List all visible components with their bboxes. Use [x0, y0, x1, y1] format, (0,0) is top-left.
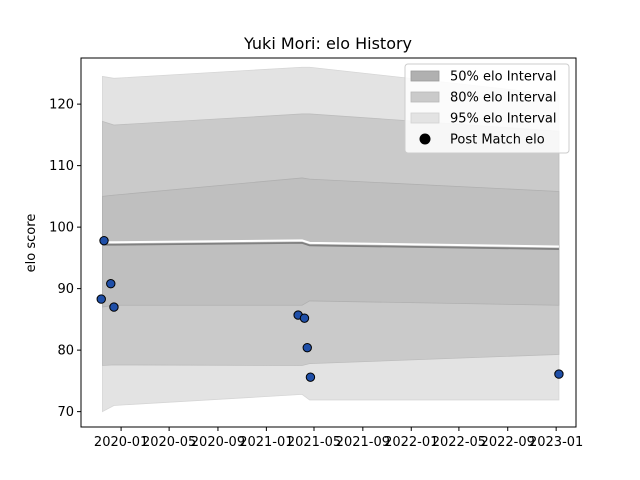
- mean-highlight-line: [102, 239, 559, 248]
- legend-entry-points-label: Post Match elo: [450, 133, 545, 148]
- y-tick-label: 120: [49, 98, 74, 113]
- y-tick-label: 110: [49, 159, 74, 174]
- x-tick-label: 2021-05: [287, 435, 341, 450]
- legend-entry-50-label: 50% elo Interval: [450, 70, 557, 85]
- post-match-point: [299, 313, 310, 323]
- legend-entry-80-swatch: [410, 91, 440, 103]
- post-match-point: [302, 342, 312, 353]
- legend-box: [404, 63, 570, 154]
- legend-entry-95-label: 95% elo Interval: [450, 112, 557, 127]
- post-match-point: [99, 235, 109, 246]
- mean-elo-line: [102, 241, 559, 250]
- post-match-point: [305, 372, 316, 382]
- x-tick-label: 2020-09: [191, 435, 245, 450]
- x-tick-label: 2021-01: [239, 435, 293, 450]
- post-match-point: [106, 279, 116, 289]
- legend-entry-80-label: 80% elo Interval: [450, 91, 557, 106]
- x-tick-label: 2021-09: [336, 435, 390, 450]
- legend-entry-95-swatch: [410, 112, 440, 124]
- post-match-point: [554, 369, 564, 379]
- x-tick-label: 2023-01: [529, 435, 583, 450]
- axes: 7080901001101202020-012020-052020-092021…: [49, 57, 583, 450]
- y-tick-label: 70: [57, 405, 74, 420]
- y-tick-label: 90: [57, 282, 74, 297]
- x-tick-label: 2020-05: [142, 435, 196, 450]
- x-tick-label: 2022-05: [432, 435, 486, 450]
- plot-frame: [80, 57, 577, 428]
- x-tick-label: 2020-01: [94, 435, 148, 450]
- post-match-point: [96, 294, 106, 304]
- chart-title: Yuki Mori: elo History: [243, 34, 412, 53]
- legend: 50% elo Interval 80% elo Interval 95% elo …: [404, 63, 570, 154]
- legend-entry-50-swatch: [410, 70, 440, 82]
- y-tick-label: 100: [49, 221, 74, 236]
- post-match-point: [109, 302, 119, 312]
- legend-entry-points-marker: [419, 133, 431, 145]
- y-tick-label: 80: [57, 344, 74, 359]
- x-tick-label: 2022-01: [384, 435, 438, 450]
- x-tick-label: 2022-09: [481, 435, 535, 450]
- y-axis-label: elo score: [24, 214, 39, 273]
